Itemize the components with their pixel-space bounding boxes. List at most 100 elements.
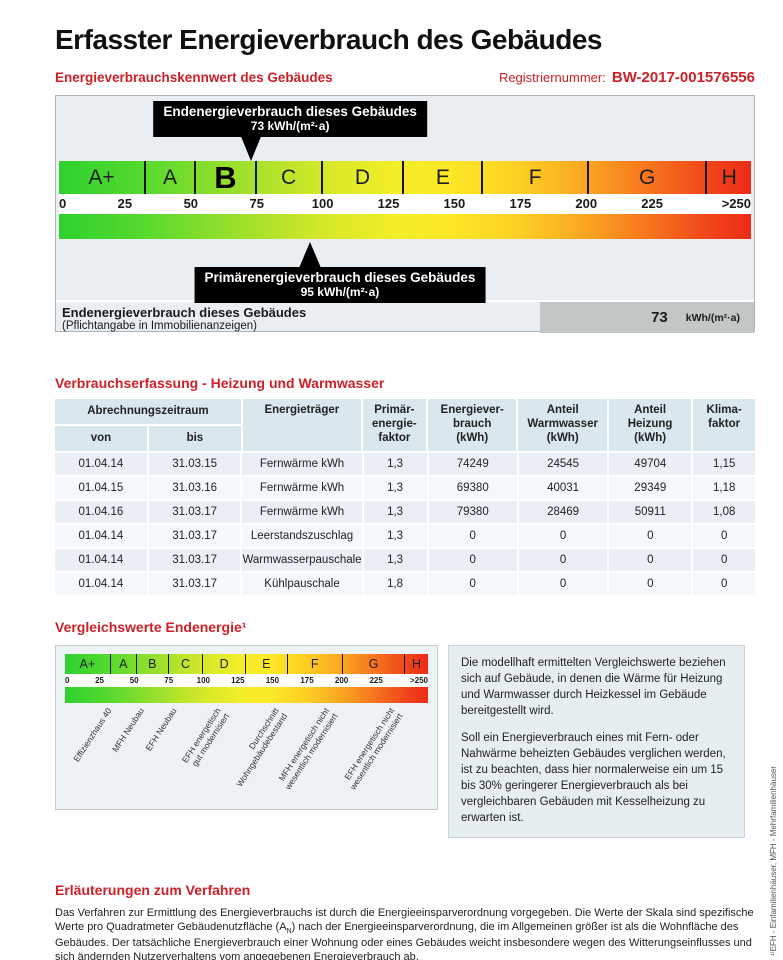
cell-energieverbrauch: 0 [428, 525, 517, 547]
header-bis: bis [148, 426, 241, 451]
comparison-gradient-bar [65, 687, 428, 703]
registry-number-row: Registriernummer: BW-2017-001576556 [499, 69, 755, 86]
scale-class-h: H [707, 161, 751, 194]
scale-class-d: D [203, 654, 247, 674]
cell-energieverbrauch: 74249 [428, 453, 517, 475]
scale-tick-75: 75 [249, 196, 264, 211]
end-energy-summary-row: Endenergieverbrauch dieses Gebäudes (Pfl… [56, 300, 754, 333]
scale-class-label: G [368, 657, 379, 671]
comparison-scale-box: A+ A B C D E F G H 0 25 50 75 100 125 150 175 200 225 >250… [55, 645, 438, 810]
cell-anteil-warmwasser: 0 [518, 573, 608, 595]
scale-tick-175: 175 [300, 676, 314, 685]
scale-class-a: A [146, 161, 197, 194]
consumption-table-body: 01.04.14 31.03.15 Fernwärme kWh 1,3 74249 245… [55, 453, 755, 595]
cell-energietraeger: Warmwasserpauschale [242, 549, 362, 571]
scale-tick-75: 75 [164, 676, 174, 685]
cell-klimafaktor: 1,15 [693, 453, 755, 475]
header-anteil-warmwasser: Anteil Warmwasser (kWh) [518, 399, 607, 451]
cell-energietraeger: Fernwärme kWh [242, 501, 362, 523]
scale-class-label: G [638, 165, 656, 189]
scale-tick-gt250: >250 [721, 196, 751, 211]
scale-class-a: A [111, 654, 137, 674]
side-footnote: ¹⁾EFH - Einfamilienhäuser, MFH - Mehrfam… [769, 765, 778, 956]
scale-class-label: H [411, 657, 422, 671]
scale-class-e: E [246, 654, 288, 674]
scale-class-label: E [435, 165, 450, 189]
scale-tick-0: 0 [59, 196, 67, 211]
cell-energieverbrauch: 69380 [428, 477, 517, 499]
scale-tick-50: 50 [129, 676, 139, 685]
scale-class-a+: A+ [59, 161, 146, 194]
scale-class-label: H [721, 165, 737, 189]
reference-label: EFH energetisch gut modernisiert [179, 706, 231, 769]
cell-energietraeger: Kühlpauschale [242, 573, 362, 595]
end-energy-callout: Endenergieverbrauch dieses Gebäudes 73 k… [153, 101, 427, 137]
end-energy-callout-zone: Endenergieverbrauch dieses Gebäudes 73 k… [59, 96, 751, 161]
scale-class-b: B [137, 654, 169, 674]
header-klimafaktor: Klima- faktor [693, 399, 755, 451]
cell-klimafaktor: 0 [693, 549, 755, 571]
end-energy-callout-label: Endenergieverbrauch dieses Gebäudes [163, 104, 417, 119]
comparison-class-band: A+ A B C D E F G H [65, 654, 428, 674]
cell-primaerenergiefaktor: 1,3 [363, 477, 427, 499]
cell-anteil-heizung: 0 [609, 573, 692, 595]
header-abrechnungszeitraum: Abrechnungszeitraum [55, 399, 241, 424]
primary-energy-marker-arrow [298, 242, 321, 268]
scale-tick-175: 175 [509, 196, 532, 211]
scale-class-g: G [589, 161, 708, 194]
summary-unit: kWh/(m²·a) [685, 311, 740, 324]
summary-value-box: 73 kWh/(m²·a) [540, 302, 754, 333]
scale-class-f: F [288, 654, 343, 674]
consumption-section-heading: Verbrauchserfassung - Heizung und Warmwa… [55, 375, 385, 391]
cell-von: 01.04.15 [55, 477, 147, 499]
cell-energietraeger: Fernwärme kWh [242, 477, 362, 499]
cell-anteil-warmwasser: 0 [518, 549, 608, 571]
scale-tick-200: 200 [575, 196, 598, 211]
cell-primaerenergiefaktor: 1,3 [363, 549, 427, 571]
cell-bis: 31.03.16 [148, 477, 241, 499]
reference-label: EFH Neubau [143, 706, 179, 753]
cell-bis: 31.03.17 [148, 573, 241, 595]
header-anteil-heizung: Anteil Heizung (kWh) [608, 399, 692, 451]
scale-tick-25: 25 [95, 676, 104, 685]
cell-von: 01.04.16 [55, 501, 147, 523]
scale-tick-150: 150 [443, 196, 466, 211]
cell-klimafaktor: 1,08 [693, 501, 755, 523]
scale-tick-0: 0 [65, 676, 70, 685]
scale-class-label: F [310, 657, 319, 671]
scale-tick-100: 100 [311, 196, 334, 211]
scale-class-label: A+ [79, 657, 96, 671]
end-energy-callout-value: 73 kWh/(m²·a) [250, 119, 330, 133]
cell-anteil-heizung: 0 [609, 525, 692, 547]
scale-tick-225: 225 [369, 676, 383, 685]
scale-class-c: C [257, 161, 323, 194]
primary-energy-callout-zone: Primärenergieverbrauch dieses Gebäudes 9… [59, 239, 751, 303]
summary-label-block: Endenergieverbrauch dieses Gebäudes (Pfl… [56, 302, 538, 333]
scale-class-b: B [196, 159, 257, 195]
scale-class-label: C [180, 657, 190, 671]
cell-von: 01.04.14 [55, 573, 147, 595]
explanation-heading: Erläuterungen zum Verfahren [55, 881, 251, 898]
scale-class-a+: A+ [65, 654, 111, 674]
cell-primaerenergiefaktor: 1,8 [363, 573, 427, 595]
scale-class-label: F [528, 165, 542, 189]
primary-energy-callout-label: Primärenergieverbrauch dieses Gebäudes [204, 270, 476, 285]
efficiency-class-band: A+ A B C D E F G H [59, 159, 751, 195]
end-energy-marker-arrow [240, 134, 263, 161]
scale-tick-150: 150 [265, 676, 280, 685]
registry-number: BW-2017-001576556 [611, 69, 755, 86]
cell-anteil-heizung: 0 [609, 549, 692, 571]
cell-anteil-warmwasser: 0 [518, 525, 608, 547]
summary-value: 73 [651, 309, 668, 326]
scale-class-d: D [323, 161, 405, 194]
scale-class-label: A [119, 657, 128, 671]
scale-class-label: E [262, 657, 271, 671]
scale-class-h: H [405, 654, 428, 674]
page-content: Erfasster Energieverbrauch des Gebäudes … [55, 0, 755, 960]
scale-class-label: B [214, 159, 237, 195]
scale-class-label: D [354, 165, 370, 189]
cell-energieverbrauch: 0 [428, 573, 517, 595]
cell-bis: 31.03.17 [148, 549, 241, 571]
cell-anteil-warmwasser: 40031 [518, 477, 608, 499]
cell-bis: 31.03.15 [148, 453, 241, 475]
